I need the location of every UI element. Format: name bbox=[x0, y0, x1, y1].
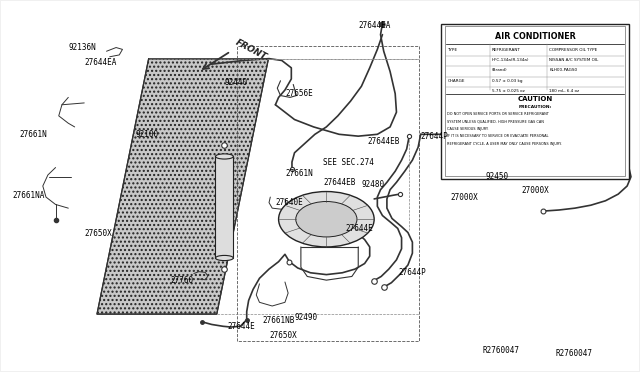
Text: 0.57 ± 0.03 kg: 0.57 ± 0.03 kg bbox=[492, 78, 522, 83]
Text: 27650X: 27650X bbox=[84, 230, 112, 238]
Bar bbox=[216, 157, 234, 258]
Text: 27644EA: 27644EA bbox=[84, 58, 116, 67]
Text: 92480: 92480 bbox=[362, 180, 385, 189]
Bar bbox=[445, 26, 625, 176]
Text: CAUSE SERIOUS INJURY.: CAUSE SERIOUS INJURY. bbox=[447, 127, 489, 131]
Text: KLH00-PAGS0: KLH00-PAGS0 bbox=[549, 68, 577, 72]
Text: R2760047: R2760047 bbox=[556, 350, 593, 359]
Text: SEE SEC.274: SEE SEC.274 bbox=[323, 157, 374, 167]
Circle shape bbox=[296, 202, 357, 237]
Text: 27760: 27760 bbox=[170, 276, 193, 285]
Text: REFRIGERANT: REFRIGERANT bbox=[492, 48, 521, 52]
Text: HFC-134a(R-134a): HFC-134a(R-134a) bbox=[492, 58, 529, 62]
Text: NISSAN A/C SYSTEM OIL: NISSAN A/C SYSTEM OIL bbox=[549, 58, 598, 62]
Ellipse shape bbox=[216, 256, 234, 260]
Text: 27644P: 27644P bbox=[420, 132, 449, 141]
Text: 27661N: 27661N bbox=[285, 169, 313, 177]
Text: 27644EB: 27644EB bbox=[323, 178, 356, 187]
Bar bbox=[441, 23, 629, 179]
Text: 27656E: 27656E bbox=[285, 89, 313, 98]
Text: CAUTION: CAUTION bbox=[517, 96, 553, 102]
Text: IF IT IS NECESSARY TO SERVICE OR EVACUATE PERSONAL: IF IT IS NECESSARY TO SERVICE OR EVACUAT… bbox=[447, 134, 549, 138]
Text: 27000X: 27000X bbox=[451, 193, 478, 202]
Text: FRONT: FRONT bbox=[234, 37, 268, 61]
Text: 27644P: 27644P bbox=[398, 268, 426, 277]
Text: 27640E: 27640E bbox=[275, 198, 303, 207]
Text: REFRIGERANT CYCLE, A USER MAY ONLY CAUSE PERSONS INJURY.: REFRIGERANT CYCLE, A USER MAY ONLY CAUSE… bbox=[447, 142, 562, 146]
Text: 27661NB: 27661NB bbox=[262, 316, 295, 325]
Text: DO NOT OPEN SERVICE PORTS OR SERVICE REFRIGERANT: DO NOT OPEN SERVICE PORTS OR SERVICE REF… bbox=[447, 112, 549, 116]
Text: 92136N: 92136N bbox=[68, 43, 96, 52]
Polygon shape bbox=[97, 59, 268, 314]
Text: 92450: 92450 bbox=[486, 172, 509, 181]
Text: 27644E: 27644E bbox=[228, 322, 255, 331]
Text: CHARGE: CHARGE bbox=[447, 78, 465, 83]
Text: 27650X: 27650X bbox=[269, 331, 297, 340]
Text: R2760047: R2760047 bbox=[483, 346, 520, 355]
Text: 92440: 92440 bbox=[225, 78, 248, 87]
Text: 92100: 92100 bbox=[135, 130, 158, 139]
Text: PRECAUTION:: PRECAUTION: bbox=[518, 105, 552, 109]
Text: SYSTEM UNLESS QUALIFIED. HIGH PRESSURE GAS CAN: SYSTEM UNLESS QUALIFIED. HIGH PRESSURE G… bbox=[447, 119, 544, 124]
Text: TYPE: TYPE bbox=[447, 48, 458, 52]
Text: 27661N: 27661N bbox=[19, 130, 47, 139]
Text: 180 mL, 6.4 oz: 180 mL, 6.4 oz bbox=[549, 89, 580, 93]
Ellipse shape bbox=[216, 154, 234, 159]
Text: 5.75 ± 0.025 oz: 5.75 ± 0.025 oz bbox=[492, 89, 525, 93]
Text: 27644E: 27644E bbox=[346, 224, 373, 233]
Text: 27000X: 27000X bbox=[521, 186, 549, 195]
Text: 92490: 92490 bbox=[294, 312, 317, 321]
Text: 27644EB: 27644EB bbox=[368, 137, 400, 146]
Text: (Brand): (Brand) bbox=[492, 68, 508, 72]
Text: AIR CONDITIONER: AIR CONDITIONER bbox=[495, 32, 575, 41]
Text: 27661NA: 27661NA bbox=[13, 191, 45, 200]
Text: COMPRESSOR OIL TYPE: COMPRESSOR OIL TYPE bbox=[549, 48, 598, 52]
Circle shape bbox=[278, 192, 374, 247]
Text: 27644EA: 27644EA bbox=[358, 21, 390, 30]
